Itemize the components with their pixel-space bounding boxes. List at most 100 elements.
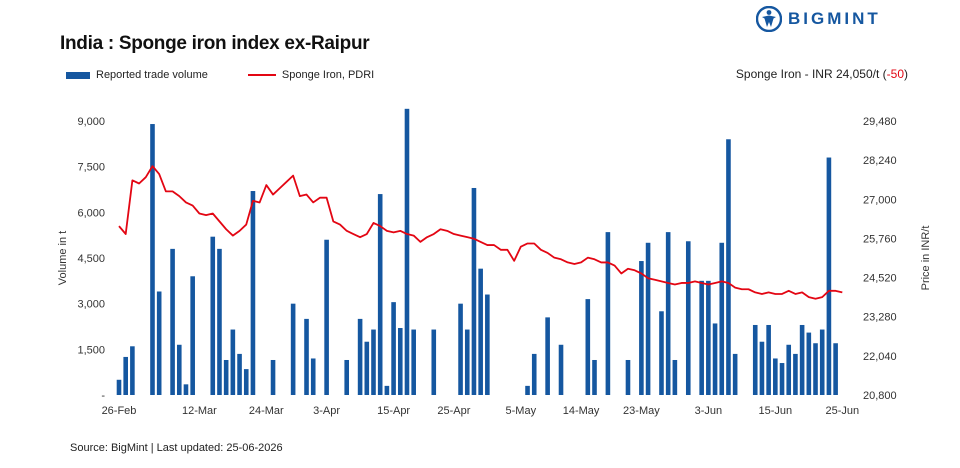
volume-bar: [478, 268, 483, 395]
volume-bar: [304, 318, 309, 395]
y-right-tick-label: 20,800: [863, 390, 897, 402]
y-left-tick-label: 3,000: [77, 299, 105, 311]
volume-bar: [585, 299, 591, 395]
x-tick-label: 12-Mar: [182, 405, 217, 417]
y-right-tick-label: 25,760: [863, 233, 897, 245]
volume-bar: [639, 261, 644, 395]
bigmint-logo: BIGMINT: [756, 6, 881, 32]
x-tick-label: 15-Jun: [758, 405, 792, 417]
volume-bar: [210, 236, 216, 395]
volume-bar: [243, 369, 249, 395]
volume-bar: [458, 303, 463, 395]
legend-swatch-bars: [66, 71, 90, 79]
volume-bar: [659, 311, 664, 395]
y-right-tick-label: 28,240: [863, 155, 897, 167]
volume-bar: [156, 291, 162, 395]
bigmint-logo-icon: [756, 6, 782, 32]
chart-legend: Reported trade volume Sponge Iron, PDRI: [66, 69, 374, 81]
volume-bar: [371, 329, 376, 395]
volume-bar: [826, 157, 832, 395]
y-right-tick-label: 29,480: [863, 116, 897, 128]
volume-bar: [270, 359, 276, 395]
volume-bar: [130, 346, 135, 395]
volume-bar: [752, 324, 758, 395]
volume-bar: [237, 353, 242, 395]
volume-bar: [230, 329, 236, 395]
y-left-axis-title: Volume in t: [57, 231, 69, 285]
volume-bar: [773, 358, 778, 395]
x-tick-label: 24-Mar: [249, 405, 284, 417]
volume-bar: [344, 359, 350, 395]
volume-bar: [190, 276, 195, 395]
volume-bar: [685, 241, 691, 395]
y-left-tick-label: 7,500: [77, 162, 105, 174]
volume-bar: [706, 280, 711, 395]
volume-bar: [712, 323, 718, 395]
volume-bar: [525, 385, 530, 395]
volume-bar: [411, 329, 416, 395]
x-tick-label: 3-Apr: [313, 405, 340, 417]
chart-title: India : Sponge iron index ex-Raipur: [60, 33, 370, 54]
volume-bar: [250, 191, 256, 395]
volume-bar: [123, 356, 128, 395]
volume-bar: [150, 124, 155, 395]
price-note-close: ): [904, 67, 908, 81]
y-left-tick-label: -: [101, 390, 105, 402]
y-left-tick-label: 1,500: [77, 344, 105, 356]
volume-bar: [183, 384, 189, 395]
volume-bar: [310, 358, 316, 395]
volume-bar: [719, 242, 725, 395]
volume-bar: [364, 341, 370, 395]
volume-bar: [545, 317, 550, 395]
volume-bar: [464, 329, 470, 395]
volume-bar: [799, 324, 805, 395]
volume-bar: [223, 359, 229, 395]
volume-bar: [793, 353, 798, 395]
volume-bar: [170, 248, 175, 395]
volume-bar: [665, 232, 671, 395]
volume-bar: [766, 324, 771, 395]
volume-bar: [645, 242, 651, 395]
volume-bar: [404, 108, 410, 395]
volume-bar: [819, 329, 825, 395]
price-change: -50: [886, 67, 904, 81]
volume-bar: [625, 359, 631, 395]
x-tick-label: 5-May: [506, 405, 537, 417]
y-left-tick-label: 9,000: [77, 116, 105, 128]
y-right-tick-label: 27,000: [863, 194, 897, 206]
x-tick-label: 25-Jun: [825, 405, 859, 417]
brand-name: BIGMINT: [788, 9, 881, 28]
volume-bar: [116, 379, 122, 395]
volume-bar: [176, 344, 182, 395]
y-right-tick-label: 22,040: [863, 351, 897, 363]
legend-label-line: Sponge Iron, PDRI: [281, 69, 375, 81]
price-line: [118, 165, 843, 300]
volume-bar: [672, 359, 678, 395]
x-tick-label: 23-May: [623, 405, 660, 417]
volume-bar: [759, 341, 765, 395]
volume-bar: [605, 232, 611, 395]
x-tick-label: 25-Apr: [437, 405, 470, 417]
volume-bar: [779, 363, 785, 395]
volume-bar: [431, 329, 437, 395]
volume-bar: [833, 343, 838, 395]
x-tick-label: 3-Jun: [695, 405, 723, 417]
volume-bar: [558, 344, 564, 395]
volume-bar: [324, 239, 329, 395]
volume-bar: [531, 353, 537, 395]
volume-bar: [592, 359, 597, 395]
volume-bar: [290, 303, 296, 395]
volume-bar: [377, 194, 383, 395]
volume-bar: [732, 353, 738, 395]
latest-price-note: Sponge Iron - INR 24,050/t (-50): [736, 67, 908, 81]
x-tick-label: 15-Apr: [377, 405, 410, 417]
source-note: Source: BigMint | Last updated: 25-06-20…: [70, 442, 283, 454]
volume-bar: [471, 187, 477, 395]
x-tick-label: 26-Feb: [102, 405, 137, 417]
legend-label-bars: Reported trade volume: [96, 69, 208, 81]
y-right-tick-label: 23,280: [863, 312, 897, 324]
volume-bar: [217, 248, 222, 395]
volume-bar: [391, 302, 396, 395]
y-right-axis-title: Price in INR/t: [920, 226, 932, 291]
